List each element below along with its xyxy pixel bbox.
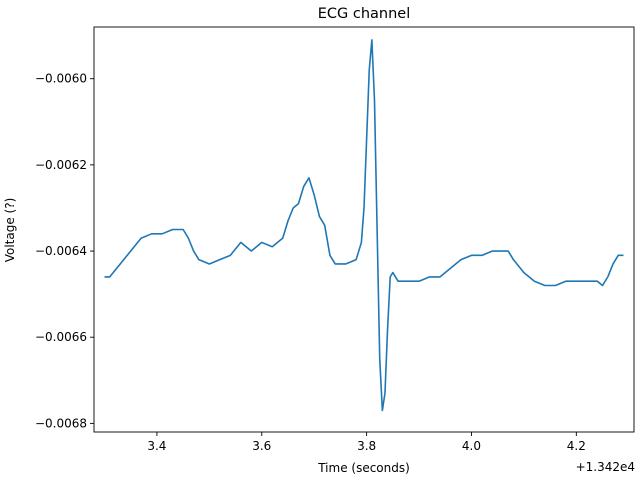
chart-title: ECG channel: [318, 6, 411, 22]
x-tick-label: 3.4: [147, 439, 166, 453]
x-tick-label: 3.8: [357, 439, 376, 453]
plot-area: 3.4 3.6 3.8 4.0 4.2 −0.0068 −0.0066 −0.0064 −0.0…: [35, 26, 635, 453]
x-tick-label: 3.6: [252, 439, 271, 453]
plot-frame: [93, 26, 635, 433]
y-axis-title: Voltage (?): [3, 198, 17, 263]
y-tick-label: −0.0060: [35, 72, 87, 86]
y-tick-label: −0.0062: [35, 158, 87, 172]
series-line-0: [104, 39, 624, 412]
x-axis-title: Time (seconds): [317, 461, 410, 475]
x-tick-label: 4.0: [462, 439, 481, 453]
x-axis-offset-label: +1.342e4: [576, 460, 635, 474]
x-tick-label: 4.2: [567, 439, 586, 453]
y-tick-label: −0.0066: [35, 330, 87, 344]
y-tick-label: −0.0068: [35, 416, 87, 430]
y-tick-label: −0.0064: [35, 244, 87, 258]
